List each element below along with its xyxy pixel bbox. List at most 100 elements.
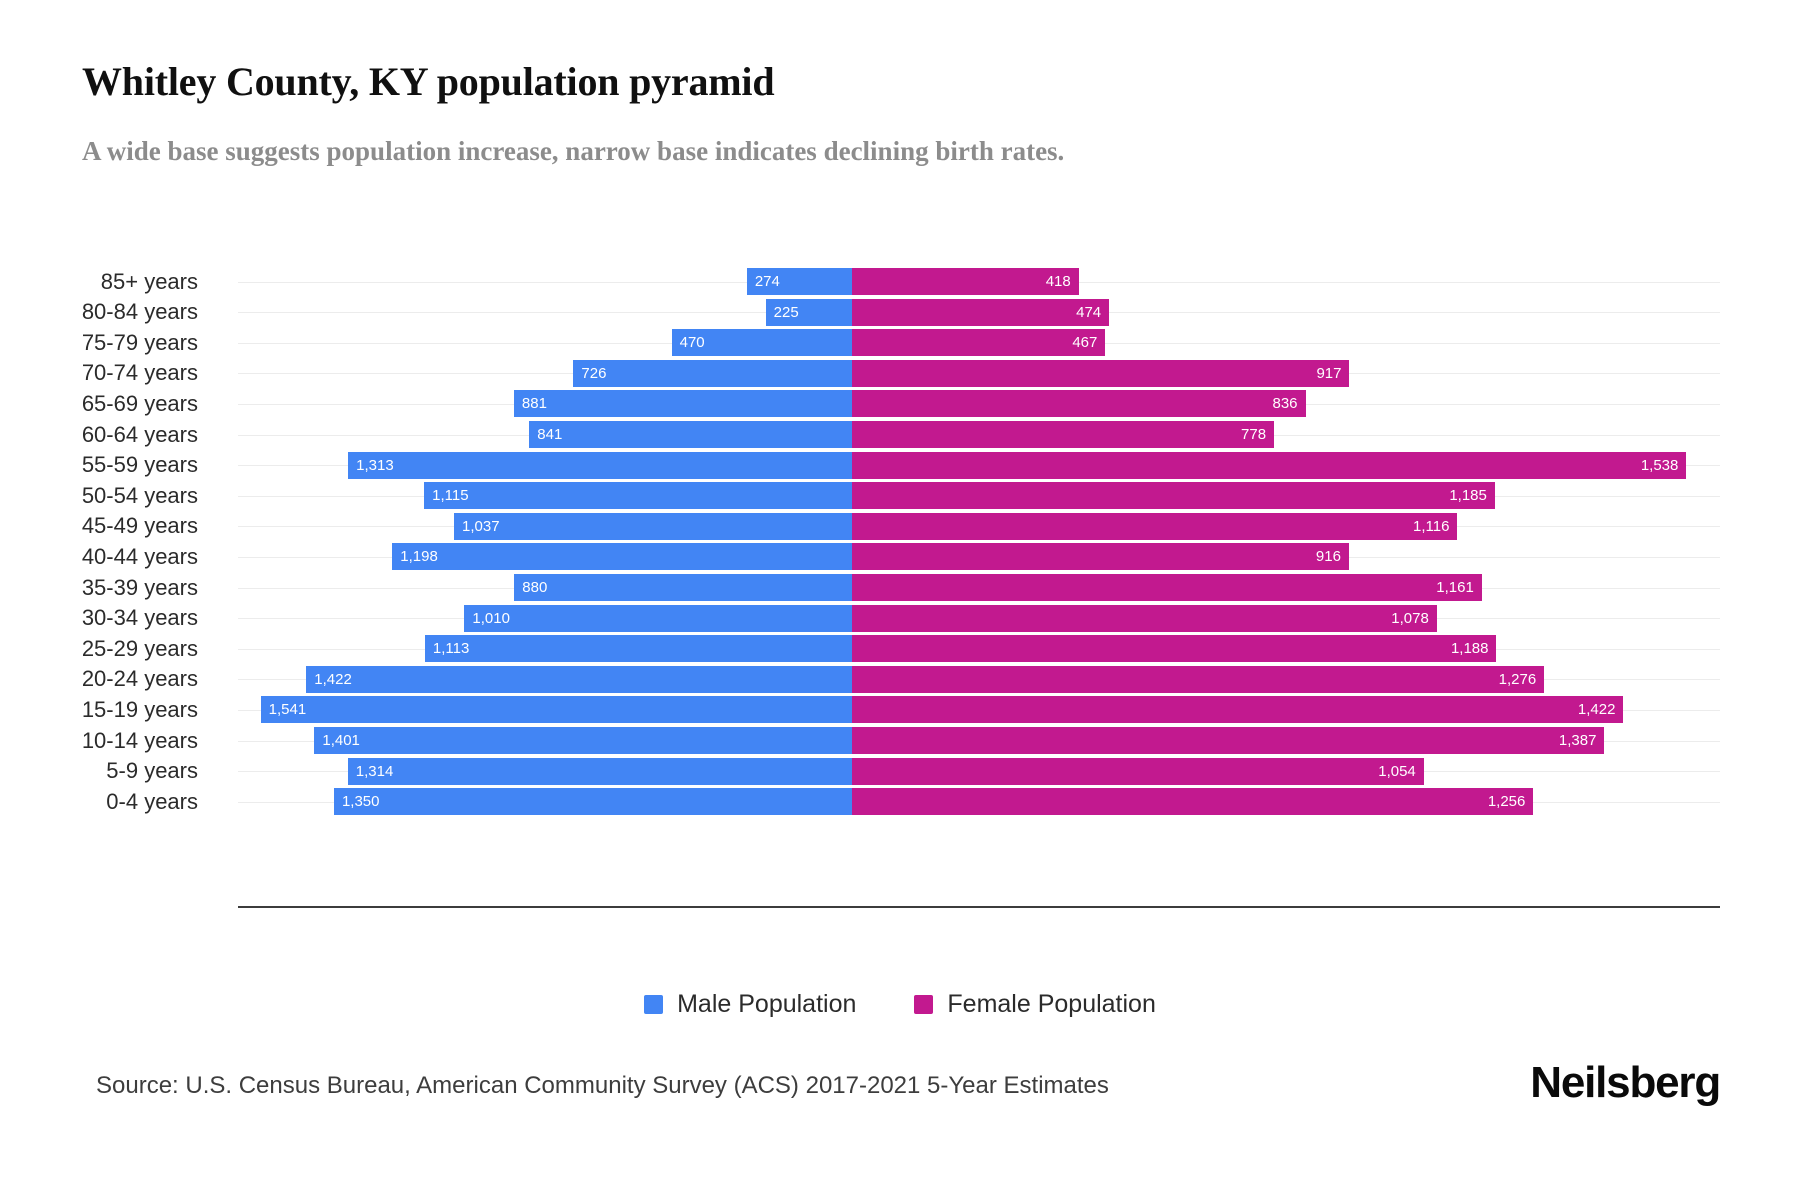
legend-label: Female Population [947,990,1156,1018]
age-group-label: 0-4 years [106,788,198,814]
male-bar[interactable]: 1,115 [424,482,852,510]
male-bar-value: 1,422 [314,670,352,688]
female-bar-value: 1,256 [1487,793,1526,811]
female-bar[interactable]: 917 [852,359,1350,387]
age-group-label: 75-79 years [81,329,198,355]
female-bar[interactable]: 467 [852,329,1106,357]
pyramid-row: 20-24 years 1,422 1,276 [82,665,1720,693]
female-bar-value: 778 [1241,426,1267,443]
female-bar[interactable]: 1,054 [852,757,1424,785]
female-bar-value: 418 [1045,273,1071,290]
age-group-label: 45-49 years [81,513,198,539]
male-bar[interactable]: 1,313 [348,451,852,479]
legend-item[interactable]: Female Population [914,990,1156,1019]
pyramid-row: 70-74 years 726 917 [82,359,1720,387]
male-bar[interactable]: 1,010 [464,604,852,632]
female-bar[interactable]: 418 [852,268,1079,295]
male-bar-value: 1,115 [432,487,469,505]
female-bar[interactable]: 1,185 [852,482,1495,510]
male-bar-value: 1,313 [356,456,394,474]
pyramid-row: 60-64 years 841 778 [82,421,1720,448]
female-bar[interactable]: 1,276 [852,665,1545,693]
male-bar-value: 880 [522,579,548,596]
pyramid-row: 40-44 years 1,198 916 [82,543,1720,571]
female-bar[interactable]: 1,161 [852,574,1482,601]
female-bar-value: 1,188 [1450,640,1489,658]
male-bar[interactable]: 880 [514,574,852,601]
source-note: Source: U.S. Census Bureau, American Com… [96,1072,1109,1099]
female-bar[interactable]: 778 [852,421,1275,448]
female-bar[interactable]: 1,188 [852,635,1497,663]
female-bar[interactable]: 836 [852,390,1306,418]
female-bar-value: 1,185 [1449,487,1487,505]
female-legend-swatch [914,995,934,1014]
female-bar-value: 1,387 [1558,732,1597,749]
age-group-label: 35-39 years [81,574,198,600]
male-bar-value: 1,401 [322,732,360,749]
male-bar[interactable]: 225 [765,298,852,326]
plot-area: 85+ years 274 418 80-84 years 225 474 75-79 ye… [82,268,1720,908]
age-group-label: 70-74 years [81,360,198,386]
female-bar-value: 1,161 [1436,579,1474,596]
male-bar[interactable]: 1,314 [347,757,852,785]
pyramid-row: 0-4 years 1,350 1,256 [106,788,1720,816]
male-bar-value: 1,314 [355,762,394,780]
female-bar[interactable]: 474 [852,298,1110,326]
female-bar[interactable]: 1,078 [852,604,1437,632]
male-bar-value: 274 [754,273,780,290]
pyramid-row: 65-69 years 881 836 [82,390,1720,418]
male-bar[interactable]: 1,401 [314,727,852,754]
male-bar[interactable]: 726 [573,359,852,387]
male-bar[interactable]: 470 [671,329,852,357]
male-bar[interactable]: 1,541 [260,696,852,724]
x-axis-baseline [238,906,1720,908]
male-bar-value: 881 [521,395,547,413]
male-bar[interactable]: 274 [746,268,852,295]
female-bar-value: 917 [1316,364,1342,382]
female-bar[interactable]: 1,116 [852,512,1458,540]
male-bar-value: 1,541 [268,701,307,719]
pyramid-row: 25-29 years 1,113 1,188 [82,635,1720,663]
male-bar[interactable]: 1,350 [333,788,852,816]
pyramid-row: 50-54 years 1,115 1,185 [82,482,1720,510]
female-bar[interactable]: 1,422 [852,696,1624,724]
female-bar-value: 916 [1315,548,1341,566]
brand-logo: Neilsberg [1530,1058,1721,1107]
pyramid-row: 35-39 years 880 1,161 [82,574,1720,601]
female-bar-value: 836 [1272,395,1298,413]
female-bar-value: 1,538 [1640,456,1679,474]
male-bar[interactable]: 881 [513,390,852,418]
age-group-label: 15-19 years [81,696,198,722]
male-bar[interactable]: 1,113 [424,635,852,663]
legend-label: Male Population [677,990,857,1018]
female-bar-value: 1,276 [1498,670,1537,688]
female-bar[interactable]: 1,387 [852,727,1605,754]
legend-item[interactable]: Male Population [644,990,856,1019]
female-bar[interactable]: 1,256 [852,788,1534,816]
female-bar[interactable]: 1,538 [852,451,1687,479]
age-group-label: 60-64 years [81,421,198,447]
male-bar[interactable]: 1,422 [306,665,852,693]
page-subtitle: A wide base suggests population increase… [82,136,1065,166]
male-bar-value: 1,113 [432,640,470,658]
male-bar-value: 1,350 [341,793,380,811]
female-bar-value: 1,054 [1378,762,1416,780]
bar-rows-container: 85+ years 274 418 80-84 years 225 474 75-79 ye… [82,268,1720,908]
age-group-label: 65-69 years [81,390,198,416]
female-bar-value: 467 [1072,334,1098,352]
male-bar[interactable]: 1,037 [454,512,852,540]
male-bar[interactable]: 841 [529,421,852,448]
pyramid-row: 80-84 years 225 474 [82,298,1720,326]
male-bar-value: 726 [581,364,607,382]
female-bar[interactable]: 916 [852,543,1349,571]
age-group-label: 5-9 years [106,758,198,784]
male-bar-value: 1,037 [462,517,500,535]
age-group-label: 55-59 years [81,452,198,478]
pyramid-row: 5-9 years 1,314 1,054 [106,757,1720,785]
age-group-label: 80-84 years [81,299,198,325]
age-group-label: 40-44 years [81,543,198,569]
male-bar-value: 841 [537,426,563,443]
female-bar-value: 474 [1076,303,1102,321]
male-bar[interactable]: 1,198 [392,543,852,571]
